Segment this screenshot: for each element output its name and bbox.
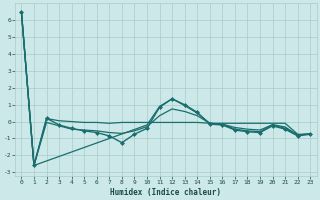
X-axis label: Humidex (Indice chaleur): Humidex (Indice chaleur)	[110, 188, 221, 197]
